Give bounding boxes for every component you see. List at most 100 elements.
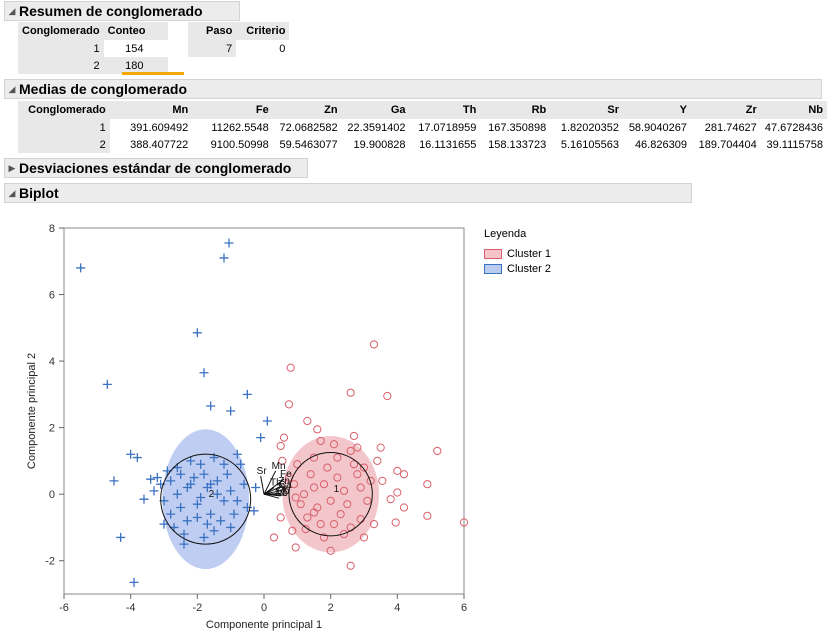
y-axis-label: Componente principal 2 [26, 353, 38, 469]
ray-label-mn: Mn [272, 461, 286, 472]
cluster-1-point [296, 500, 305, 509]
cluster-2-point [192, 328, 202, 338]
cluster-1-point [346, 561, 355, 570]
plot-frame [63, 227, 465, 595]
means-cell: 5.16105563 [560, 138, 619, 151]
summary-header-cluster: Conglomerado [18, 22, 104, 40]
cluster-2-point [192, 499, 202, 509]
cluster-2-point [226, 406, 236, 416]
collapse-triangle-icon[interactable]: ◢ [8, 187, 16, 198]
ray-label-nb: Nb [275, 488, 288, 499]
summary-section-header[interactable]: ◢ Resumen de conglomerado [4, 1, 240, 21]
cluster-2-point [232, 449, 242, 459]
cluster-2-point [149, 486, 159, 496]
cluster-2-points [76, 238, 272, 587]
count-highlight-bar [122, 72, 184, 75]
cluster-1-point [373, 456, 382, 466]
step-header-criterio: Criterio [236, 22, 290, 40]
cluster-1-point [353, 470, 362, 479]
collapse-triangle-icon[interactable]: ◢ [8, 83, 16, 94]
summary-cluster-2: 2 [18, 57, 104, 74]
step-value-paso: 7 [188, 40, 237, 57]
summary-count-2: 180 [103, 57, 168, 74]
means-cell: 1 [18, 119, 110, 136]
cluster-1-point [326, 546, 335, 555]
cluster-1-point [378, 476, 387, 485]
cluster-2-point [202, 483, 212, 493]
cluster-1-point [319, 480, 329, 489]
cluster-2-point [166, 476, 176, 486]
cluster-2-point [199, 368, 209, 378]
std-section-header[interactable]: ▶ Desviaciones estándar de conglomerado [4, 158, 308, 178]
cluster-2-point [116, 532, 126, 542]
cluster-2-point [219, 496, 229, 506]
summary-header-count: Conteo [103, 22, 168, 40]
means-cell: 388.407722 [130, 138, 189, 151]
cluster-1-point [349, 431, 359, 441]
ray-nb [263, 493, 280, 499]
means-cell: 2 [18, 136, 110, 153]
legend-title: Leyenda [484, 228, 527, 240]
cluster-1-point [269, 533, 279, 542]
ray-sr [260, 475, 265, 495]
summary-table: Conglomerado Conteo 1 154 2 180 [18, 22, 168, 74]
cluster-2-point [139, 494, 149, 504]
table-row: 2 388.407722 9100.50998 59.5463077 19.90… [18, 136, 827, 153]
cluster-1-point [291, 493, 300, 502]
means-header-zn: Zn [272, 101, 342, 119]
cluster-2-point [186, 456, 196, 466]
cluster-1-point [339, 486, 349, 495]
cluster-1-point [366, 476, 375, 485]
cluster-1-point [278, 456, 287, 466]
cluster-2-point [166, 509, 176, 519]
cluster-2-point [199, 469, 209, 479]
means-header-zr: Zr [690, 101, 761, 119]
cluster-1-points [269, 340, 469, 570]
cluster-2-density-ellipse [162, 429, 249, 570]
cluster-1-point [393, 488, 402, 497]
ray-label-fe: Fe [280, 469, 292, 480]
summary-title: Resumen de conglomerado [19, 3, 203, 19]
cluster-1-point [316, 436, 325, 446]
cluster-1-point [356, 483, 365, 492]
cluster-1-point [276, 513, 285, 522]
std-title: Desviaciones estándar de conglomerado [19, 160, 292, 176]
means-cell: 167.350898 [488, 121, 547, 134]
means-header-ga: Ga [341, 101, 410, 119]
cluster-1-point [391, 518, 400, 527]
expand-triangle-icon[interactable]: ▶ [8, 162, 16, 173]
means-section-header[interactable]: ◢ Medias de conglomerado [4, 79, 822, 99]
biplot-section-header[interactable]: ◢ Biplot [4, 183, 692, 203]
cluster-2-point [196, 459, 206, 469]
cluster-1-point [313, 425, 322, 434]
cluster-1-point [423, 511, 432, 520]
cluster-2-point [176, 502, 186, 512]
cluster-1-point [313, 503, 322, 512]
y-tick-label: 2 [49, 423, 55, 435]
means-cell: 189.704404 [698, 138, 757, 151]
summary-cluster-1: 1 [18, 40, 104, 57]
cluster-1-point [376, 443, 385, 452]
cluster-1-point [369, 340, 379, 349]
means-cell: 58.9040267 [628, 121, 687, 134]
means-cell: 281.74627 [704, 121, 757, 134]
ray-label-y: Y [282, 485, 289, 496]
legend-item-cluster-1[interactable]: Cluster 1 [484, 246, 551, 261]
cluster-2-point [109, 476, 119, 486]
means-cell: 19.900828 [353, 138, 406, 151]
legend-item-cluster-2[interactable]: Cluster 2 [484, 261, 551, 276]
means-cell: 59.5463077 [279, 138, 338, 151]
cluster-2-point [206, 509, 216, 519]
cluster-2-point [172, 489, 182, 499]
cluster-2-point [216, 516, 226, 526]
cluster-1-point [333, 453, 342, 462]
means-cell: 1.82020352 [560, 121, 619, 134]
cluster-1-point [346, 446, 355, 456]
cluster-2-point [251, 483, 261, 493]
cluster-2-point [249, 506, 259, 516]
means-cell: 158.133723 [488, 138, 547, 151]
ray-label-rb: Rb [277, 486, 290, 497]
cluster-2-point [179, 529, 189, 539]
collapse-triangle-icon[interactable]: ◢ [8, 5, 16, 16]
